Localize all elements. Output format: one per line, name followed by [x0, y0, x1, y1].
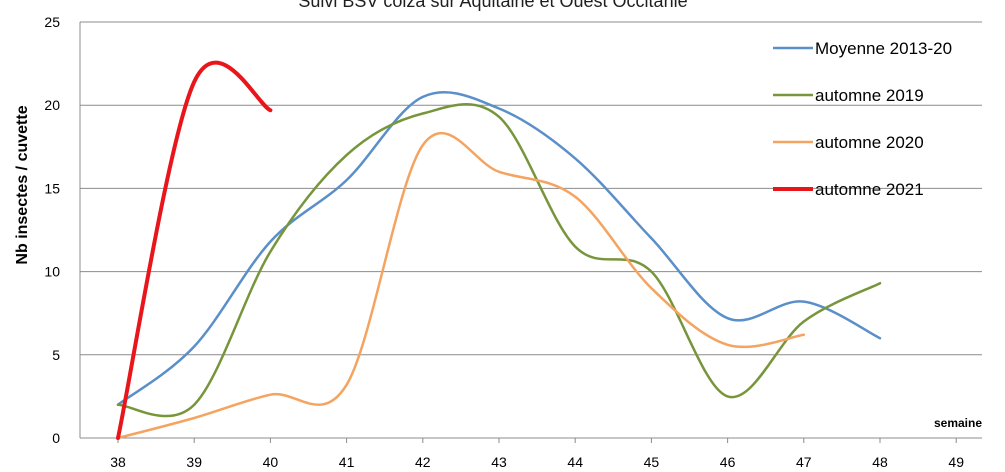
x-tick-label: 49 — [948, 454, 964, 470]
y-tick-label: 5 — [52, 347, 60, 363]
x-tick-label: 42 — [415, 454, 431, 470]
x-tick-label: 41 — [339, 454, 355, 470]
x-tick-label: 39 — [186, 454, 202, 470]
series-line-1 — [116, 90, 882, 406]
y-axis-label: Nb insectes / cuvette — [14, 105, 31, 264]
y-tick-label: 15 — [44, 180, 60, 196]
axes: 0 5 10 15 20 25 38 39 40 41 42 43 44 45 46 47 48 49 — [44, 14, 982, 470]
y-tick-label: 0 — [52, 430, 60, 446]
data-series — [116, 60, 882, 440]
chart-title: Suivi BSV colza sur Aquitaine et Ouest O… — [298, 0, 687, 11]
series-line-3 — [116, 131, 806, 440]
x-tick-label: 43 — [491, 454, 507, 470]
legend-label: automne 2020 — [815, 133, 924, 152]
x-tick-label: 38 — [110, 454, 126, 470]
x-tick-label: 40 — [263, 454, 279, 470]
x-tick-label: 45 — [644, 454, 660, 470]
legend-label: automne 2019 — [815, 86, 924, 105]
x-tick-label: 46 — [720, 454, 736, 470]
y-tick-label: 10 — [44, 264, 60, 280]
y-tick-label: 20 — [44, 97, 60, 113]
x-tick-label: 48 — [872, 454, 888, 470]
legend: Moyenne 2013-20 automne 2019 automne 2020 a… — [773, 39, 952, 199]
x-tick-label: 47 — [796, 454, 812, 470]
x-axis-label: semaine — [934, 416, 982, 430]
legend-label: Moyenne 2013-20 — [815, 39, 952, 58]
x-tick-label: 44 — [567, 454, 583, 470]
y-tick-label: 25 — [44, 14, 60, 30]
gridlines — [80, 21, 982, 356]
legend-label: automne 2021 — [815, 180, 924, 199]
series-line-2 — [116, 102, 882, 418]
series-line-4 — [116, 60, 273, 440]
